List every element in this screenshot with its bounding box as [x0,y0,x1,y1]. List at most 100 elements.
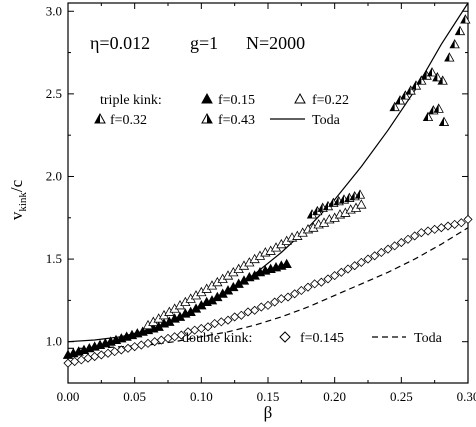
y-tick-label: 2.5 [46,86,62,101]
point-triple-f043 [422,111,434,121]
point-double-f0145 [423,226,433,236]
point-double-f0145 [330,271,340,281]
y-axis-label: vkink/c [7,179,29,220]
point-triple-f043 [410,80,422,90]
legend-label-toda-triple: Toda [312,113,341,128]
point-double-f0145 [103,348,113,358]
point-double-f0145 [83,353,93,363]
x-tick-label: 0.15 [257,389,280,404]
point-double-f0145 [236,310,246,320]
point-double-f0145 [130,342,140,352]
y-axis-label-tail: /c [7,179,26,192]
point-double-f0145 [323,274,333,284]
legend-label-f022: f=0.22 [312,93,349,108]
point-triple-f022 [356,199,367,209]
point-double-f0145 [90,351,100,362]
point-double-f0145 [143,338,153,348]
point-double-f0145 [350,261,360,271]
x-tick-label: 0.05 [123,389,146,404]
point-double-f0145 [110,347,120,357]
point-double-f0145 [96,350,106,360]
point-triple-f043 [394,95,406,105]
point-double-f0145 [396,237,406,248]
point-double-f0145 [163,333,173,343]
legend-label-f015: f=0.15 [218,93,255,108]
point-double-f0145 [63,358,73,368]
legend-label-f0145: f=0.145 [300,331,344,346]
x-tick-label: 0.30 [457,389,476,404]
legend-double-header: double kink: [182,331,252,346]
point-double-f0145 [283,292,293,302]
x-tick-label: 0.25 [390,389,413,404]
y-axis-label-main: v [7,211,26,220]
legend-label-toda-double: Toda [414,331,443,346]
x-tick-label: 0.20 [323,389,346,404]
point-double-f0145 [456,218,466,228]
legend-marker-f015 [201,92,213,104]
legend-marker-f032 [94,112,106,124]
point-double-f0145 [156,335,166,345]
point-double-f0145 [250,305,260,315]
point-double-f0145 [356,257,366,267]
point-triple-f043 [438,116,450,126]
point-double-f0145 [436,223,446,233]
point-double-f0145 [430,224,440,234]
ticks-layer: 0.00 0.05 0.10 0.15 0.20 0.25 0.30 1.0 1.5 2.0 2.5… [46,3,476,404]
toda-triple-curve [67,2,469,343]
x-tick-label: 0.10 [190,389,213,404]
point-double-f0145 [296,285,306,296]
point-double-f0145 [343,264,353,274]
legend-marker-f022 [294,92,306,104]
point-triple-f043 [449,38,460,49]
legend-triple-header: triple kink: [100,93,162,108]
point-double-f0145 [336,267,346,277]
point-double-f0145 [290,289,300,299]
point-double-f0145 [376,247,386,258]
legend-marker-f043 [201,112,213,124]
points-layer [62,14,473,368]
point-double-f0145 [390,241,400,251]
toda-double-curve [68,227,469,349]
point-double-f0145 [450,219,460,229]
point-double-f0145 [263,300,273,310]
point-double-f0145 [316,277,326,287]
y-tick-label: 1.5 [46,251,62,266]
point-triple-f043 [433,103,444,113]
point-triple-f032 [354,189,366,199]
point-double-f0145 [176,330,186,340]
y-axis-label-sub: kink [17,192,29,212]
param-eta: η=0.012 [90,33,150,53]
point-triple-f043 [432,72,443,82]
point-triple-f043 [426,67,438,77]
point-double-f0145 [76,355,86,365]
curves-layer [67,2,469,349]
param-n: N=2000 [246,33,305,53]
point-double-f0145 [370,251,380,261]
point-triple-f043 [437,75,448,85]
plot-frame [67,2,469,384]
point-double-f0145 [170,332,180,342]
point-double-f0145 [410,231,420,241]
point-double-f0145 [223,315,233,325]
point-double-f0145 [443,221,453,231]
x-tick-label: 0.00 [57,389,80,404]
point-triple-f043 [389,101,400,112]
point-double-f0145 [363,254,373,264]
legend-marker-f0145 [279,331,291,343]
point-triple-f043 [400,90,411,100]
point-double-f0145 [463,214,473,225]
point-double-f0145 [303,282,313,292]
point-double-f0145 [383,244,393,254]
x-axis-label: β [264,403,273,422]
point-double-f0145 [216,317,226,327]
param-g: g=1 [190,33,218,53]
point-triple-f043 [444,52,455,62]
legend-label-f043: f=0.43 [218,113,255,128]
y-tick-label: 1.0 [46,334,62,349]
point-triple-f043 [416,75,427,85]
legend-label-f032: f=0.32 [110,113,147,128]
point-triple-f043 [460,14,471,24]
point-double-f0145 [203,322,213,332]
point-double-f0145 [403,234,413,244]
